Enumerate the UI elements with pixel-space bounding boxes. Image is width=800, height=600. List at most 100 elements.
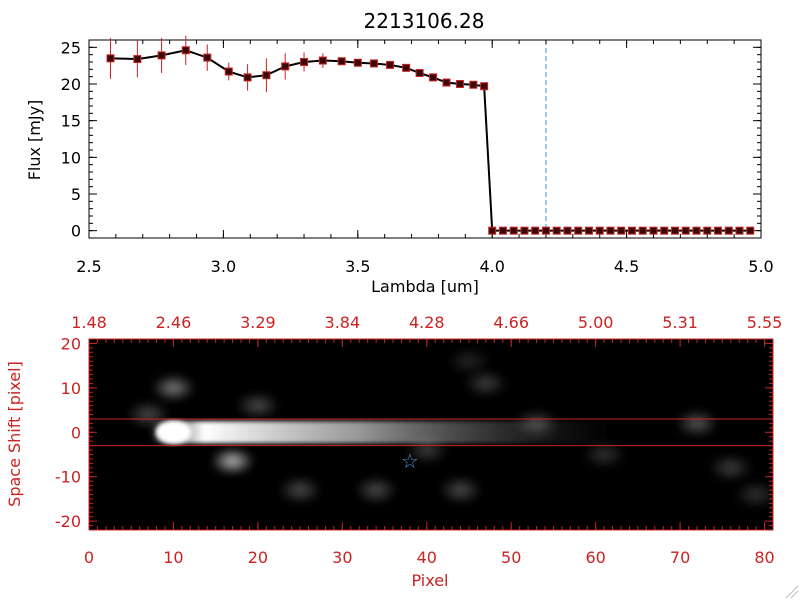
flux-point [480, 82, 489, 91]
flux-point [681, 226, 690, 235]
flux-point [106, 54, 115, 63]
flux-point [638, 226, 647, 235]
top-y-tick-label: 10 [61, 148, 81, 167]
image-blob [235, 391, 280, 420]
top-y-tick-label: 15 [61, 112, 81, 131]
image-blob [708, 453, 753, 482]
bottom-chart-y-axis-label: Space Shift [pixel] [5, 361, 24, 507]
spectrum-plot-frame [88, 39, 762, 239]
top-x-tick-label: 5.0 [748, 257, 773, 276]
top-axis-tick-label: 2.46 [156, 313, 192, 332]
flux-point [224, 67, 233, 76]
flux-point [203, 53, 212, 62]
chart-title: 2213106.28 [364, 9, 485, 33]
top-axis-tick-label: 5.55 [747, 313, 783, 332]
flux-point [692, 226, 701, 235]
flux-point [181, 46, 190, 55]
bottom-chart-x-ticks: 0 10 20 30 40 50 60 70 80 [84, 522, 775, 567]
flux-point [584, 226, 593, 235]
top-x-tick-label: 3.5 [345, 257, 370, 276]
top-y-tick-label: 0 [71, 222, 81, 241]
flux-point [369, 59, 378, 68]
flux-point [724, 226, 733, 235]
flux-point [574, 226, 583, 235]
top-chart-y-ticks: 0 5 10 15 20 25 [61, 38, 761, 241]
top-axis-tick-label: 4.28 [409, 313, 445, 332]
flux-point [300, 58, 309, 66]
star-marker: ☆ [401, 449, 419, 473]
flux-points [106, 46, 755, 235]
bottom-y-tick-label: -20 [55, 512, 81, 531]
flux-point [133, 55, 142, 64]
bottom-x-tick-label: 80 [754, 548, 774, 567]
top-x-tick-label: 2.5 [76, 257, 101, 276]
flux-point [337, 57, 346, 66]
bottom-x-tick-label: 30 [332, 548, 352, 567]
flux-point [318, 56, 327, 65]
flux-point [670, 226, 679, 235]
flux-point [617, 226, 626, 235]
flux-point [262, 71, 271, 80]
flux-point [746, 226, 755, 235]
flux-point [713, 226, 722, 235]
bottom-x-tick-label: 10 [163, 548, 183, 567]
bottom-y-tick-label: 10 [61, 379, 81, 398]
bottom-chart-y-ticks: -20 -10 0 10 20 [55, 334, 773, 531]
image-blob [354, 476, 399, 505]
flux-point [415, 69, 424, 77]
top-axis-tick-label: 5.31 [662, 313, 698, 332]
image-blob [463, 369, 508, 398]
bottom-chart-x-axis-label: Pixel [411, 571, 448, 590]
flux-point [606, 226, 615, 235]
image-blob [675, 409, 719, 438]
flux-point [386, 60, 395, 69]
bottom-x-tick-label: 70 [670, 548, 690, 567]
flux-point [552, 226, 561, 235]
flux-point [281, 62, 290, 71]
bottom-y-tick-label: 20 [61, 334, 81, 353]
flux-point [563, 226, 572, 235]
bottom-x-tick-label: 20 [248, 548, 268, 567]
top-x-tick-label: 4.5 [614, 257, 639, 276]
bottom-x-tick-label: 40 [417, 548, 437, 567]
spectral-image-panel: ☆ 0 10 20 30 40 50 60 70 80 -20 -10 0 10 20 1.48 2.46… [5, 313, 782, 590]
image-blob [151, 373, 196, 402]
image-blob [210, 447, 255, 476]
top-axis-tick-label: 3.84 [325, 313, 361, 332]
image-blob [278, 476, 323, 505]
top-y-tick-label: 25 [61, 38, 81, 57]
flux-point [243, 73, 252, 82]
flux-point [498, 226, 507, 235]
top-x-tick-label: 4.0 [479, 257, 504, 276]
image-blob [447, 347, 491, 376]
flux-point [429, 73, 438, 82]
image-blob [734, 480, 773, 509]
top-y-tick-label: 20 [61, 75, 81, 94]
bottom-x-tick-label: 60 [585, 548, 605, 567]
top-x-tick-label: 3.0 [211, 257, 236, 276]
bottom-x-tick-label: 50 [501, 548, 521, 567]
top-axis-tick-label: 5.00 [578, 313, 614, 332]
flux-point [595, 226, 604, 235]
flux-point [520, 226, 529, 235]
flux-point [469, 80, 478, 89]
bottom-x-tick-label: 0 [84, 548, 94, 567]
flux-point [531, 226, 540, 235]
flux-point [541, 226, 550, 235]
image-blob [438, 476, 483, 505]
flux-point [353, 58, 362, 67]
flux-point [703, 226, 712, 235]
top-chart-x-axis-label: Lambda [um] [371, 277, 479, 296]
flux-point [455, 80, 464, 88]
top-axis-tick-label: 1.48 [71, 313, 107, 332]
top-y-tick-label: 5 [71, 185, 81, 204]
flux-point [488, 226, 497, 235]
bottom-y-tick-label: -10 [55, 468, 81, 487]
flux-point [735, 226, 744, 235]
flux-point [442, 78, 451, 87]
spectrum-trace [148, 421, 614, 444]
spectrum-chart: 2.5 3.0 3.5 4.0 4.5 5.0 0 5 10 15 20 25 Lambda [um… [25, 35, 774, 296]
image-blob [582, 440, 627, 469]
flux-point [509, 226, 518, 235]
